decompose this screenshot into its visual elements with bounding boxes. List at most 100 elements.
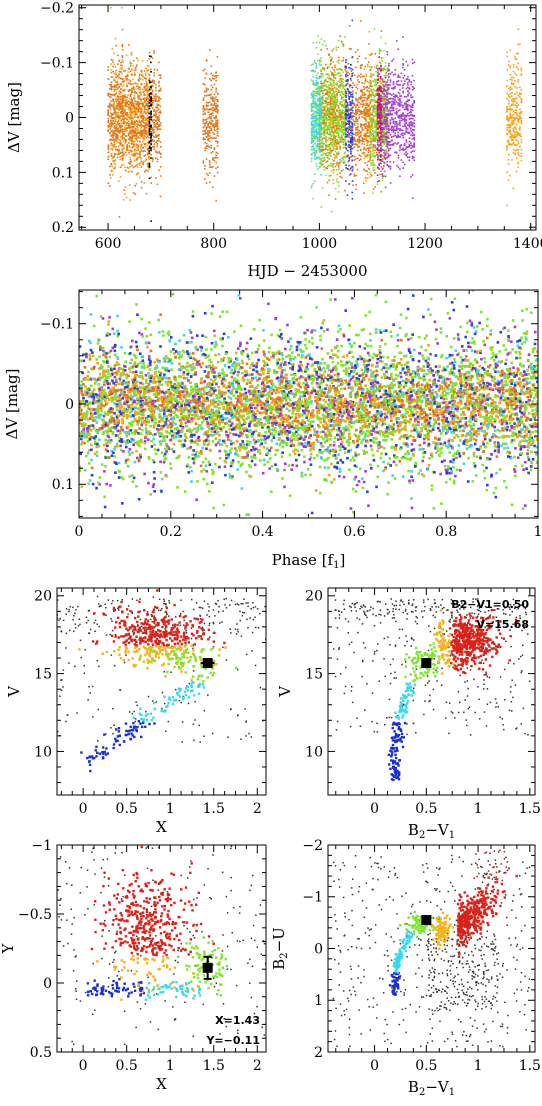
lightcurve-point	[512, 135, 515, 137]
lightcurve-point	[340, 101, 343, 103]
lightcurve-point	[127, 90, 130, 93]
lightcurve-point	[155, 126, 157, 129]
lightcurve-point	[519, 145, 521, 148]
lightcurve-point	[339, 75, 342, 77]
lightcurve-point	[314, 62, 316, 64]
lightcurve-point	[110, 100, 113, 103]
lightcurve-point	[126, 124, 128, 127]
lightcurve-point	[140, 124, 143, 126]
lightcurve-point	[140, 129, 143, 132]
lightcurve-point	[147, 109, 149, 111]
lightcurve-point	[318, 140, 321, 142]
lightcurve-point	[320, 57, 322, 59]
lightcurve-point	[370, 81, 373, 84]
lightcurve-point	[375, 120, 378, 122]
lightcurve-point	[328, 80, 331, 83]
lightcurve-point	[205, 60, 208, 62]
lightcurve-point	[331, 129, 333, 132]
lightcurve-point	[381, 57, 384, 59]
lightcurve-point	[347, 145, 349, 148]
lightcurve-point	[116, 115, 119, 117]
lightcurve-point	[365, 137, 367, 139]
lightcurve-point	[341, 96, 343, 98]
lightcurve-point	[123, 70, 125, 72]
lightcurve-point	[147, 149, 149, 151]
lightcurve-point	[128, 134, 130, 137]
lightcurve-point	[215, 199, 217, 202]
lightcurve-point	[358, 132, 361, 135]
lightcurve-point	[509, 129, 512, 132]
lightcurve-point	[512, 100, 515, 103]
lightcurve-point	[128, 123, 130, 125]
lightcurve-point	[325, 99, 327, 102]
lightcurve-point	[121, 85, 124, 87]
lightcurve-point	[156, 69, 159, 71]
lightcurve-point	[121, 121, 123, 124]
lightcurve-point	[133, 94, 136, 97]
lightcurve-point	[367, 149, 370, 151]
lightcurve-point	[112, 145, 115, 147]
lightcurve-point	[131, 130, 133, 133]
lightcurve-point	[335, 125, 338, 128]
lightcurve-point	[145, 97, 148, 100]
lightcurve-point	[144, 159, 147, 162]
lightcurve-point	[314, 119, 316, 122]
lightcurve-point	[382, 104, 384, 107]
lightcurve-point	[325, 154, 327, 156]
lightcurve-point	[130, 68, 133, 71]
lightcurve-point	[117, 63, 119, 65]
lightcurve-point	[142, 125, 145, 127]
lightcurve-point	[317, 90, 319, 92]
lightcurve-point	[342, 132, 344, 135]
lightcurve-point	[216, 106, 219, 108]
lightcurve-point	[356, 49, 359, 51]
lightcurve-point	[143, 129, 146, 132]
lightcurve-point	[520, 155, 523, 158]
lightcurve-point	[213, 97, 216, 100]
lightcurve-point	[129, 138, 132, 140]
lightcurve-point	[151, 85, 154, 87]
lightcurve-point	[123, 80, 126, 82]
lightcurve-point	[213, 133, 216, 135]
lightcurve-point	[518, 113, 521, 115]
lightcurve-point	[337, 110, 340, 113]
lightcurve-point	[116, 122, 119, 124]
lightcurve-point	[125, 140, 127, 143]
lightcurve-point	[315, 62, 318, 65]
lightcurve-point	[114, 99, 117, 101]
lightcurve-point	[121, 128, 124, 131]
lightcurve-point	[136, 157, 138, 160]
lightcurve-point	[511, 115, 513, 117]
lightcurve-point	[140, 71, 143, 73]
lightcurve-point	[156, 103, 159, 106]
lightcurve-point	[202, 160, 205, 162]
lightcurve-point	[143, 101, 146, 103]
lightcurve-point	[140, 143, 143, 146]
lightcurve-point	[370, 120, 373, 123]
lightcurve-point	[350, 128, 353, 130]
lightcurve-point	[341, 120, 343, 123]
lightcurve-point	[360, 76, 362, 78]
lightcurve-point	[318, 125, 321, 128]
lightcurve-point	[334, 135, 337, 137]
lightcurve-point	[355, 128, 357, 131]
lightcurve-point	[205, 121, 208, 124]
lightcurve-point	[330, 70, 332, 73]
lightcurve-point	[339, 91, 342, 93]
lightcurve-point	[383, 170, 386, 173]
lightcurve-point	[373, 84, 376, 87]
lightcurve-point	[121, 145, 123, 147]
lightcurve-point	[358, 116, 361, 118]
lightcurve-point	[330, 133, 332, 136]
lightcurve-point	[151, 115, 154, 118]
lightcurve-point	[341, 112, 343, 115]
lightcurve-point	[212, 104, 214, 107]
lightcurve-point	[381, 137, 384, 140]
lightcurve-point	[348, 174, 351, 176]
lightcurve-point	[315, 101, 318, 104]
lightcurve-point	[143, 90, 146, 93]
lightcurve-point	[363, 143, 366, 146]
lightcurve-point	[137, 166, 139, 168]
lightcurve-point	[147, 148, 149, 150]
lightcurve-point	[515, 91, 518, 94]
